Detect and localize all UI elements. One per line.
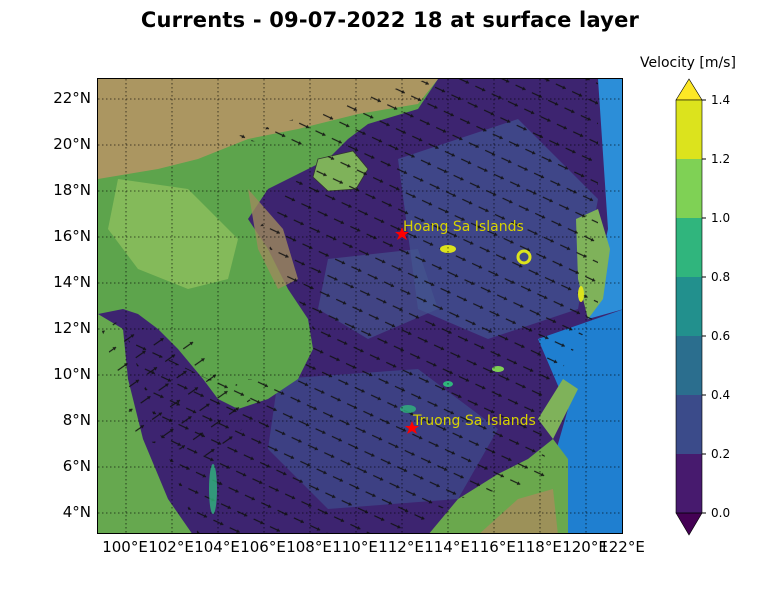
hoang-sa-label: Hoang Sa Islands [403, 219, 524, 235]
y-tick-label: 8°N [62, 411, 91, 429]
colorbar-title: Velocity [m/s] [640, 55, 736, 71]
colorbar-tick: 0.2 [711, 447, 731, 461]
truong-sa-marker[interactable] [405, 421, 419, 434]
borneo-highlands [480, 489, 558, 533]
x-tick-label: 114°E [424, 538, 470, 556]
colorbar-segment [676, 100, 702, 159]
x-tick-label: 122°E [599, 538, 645, 556]
colorbar-tick: 1.0 [711, 211, 731, 225]
colorbar-tick: 0.6 [711, 329, 731, 343]
map-panel[interactable]: Hoang Sa Islands Truong Sa Islands [97, 78, 623, 534]
eddy-high-velocity [440, 245, 456, 253]
coastal-jet [209, 464, 217, 514]
eddy-medium-velocity [400, 405, 416, 413]
deep-ocean [509, 309, 622, 533]
colorbar-max-extend [675, 78, 703, 101]
x-tick-label: 116°E [470, 538, 516, 556]
colorbar-segment [676, 395, 702, 454]
y-tick-label: 10°N [53, 365, 91, 383]
colorbar-tick: 1.4 [711, 93, 731, 107]
x-tick-label: 118°E [516, 538, 562, 556]
colorbar-segment [676, 277, 702, 336]
x-tick-label: 112°E [378, 538, 424, 556]
x-tick-label: 100°E [102, 538, 148, 556]
hoang-sa-marker[interactable] [395, 227, 409, 240]
y-tick-label: 14°N [53, 273, 91, 291]
colorbar-tick: 0.0 [711, 506, 731, 520]
x-tick-label: 104°E [194, 538, 240, 556]
truong-sa-label: Truong Sa Islands [412, 413, 536, 429]
graticule [98, 79, 622, 533]
y-tick-label: 4°N [62, 503, 91, 521]
x-tick-label: 108°E [286, 538, 332, 556]
eddy-high-velocity [516, 249, 532, 265]
colorbar-segment [676, 159, 702, 218]
colorbar [675, 78, 706, 536]
colorbar-tick: 1.2 [711, 152, 731, 166]
eddy-high-velocity [578, 286, 584, 302]
y-tick-label: 22°N [53, 89, 91, 107]
x-tick-label: 120°E [562, 538, 608, 556]
y-tick-label: 12°N [53, 319, 91, 337]
y-tick-label: 16°N [53, 227, 91, 245]
colorbar-segment [676, 218, 702, 277]
eddy-medium-velocity [492, 366, 504, 372]
x-tick-label: 102°E [148, 538, 194, 556]
chart-title: Currents - 09-07-2022 18 at surface laye… [140, 8, 640, 32]
map-canvas: Hoang Sa Islands Truong Sa Islands [98, 79, 622, 533]
plateau [108, 179, 238, 289]
palawan [538, 379, 578, 439]
colorbar-min-extend [675, 512, 703, 536]
y-tick-label: 18°N [53, 181, 91, 199]
colorbar-segment [676, 454, 702, 513]
y-tick-label: 6°N [62, 457, 91, 475]
x-tick-label: 110°E [332, 538, 378, 556]
deep-ocean [588, 79, 622, 319]
colorbar-tick: 0.8 [711, 270, 731, 284]
y-tick-label: 20°N [53, 135, 91, 153]
colorbar-tick: 0.4 [711, 388, 731, 402]
x-tick-label: 106°E [240, 538, 286, 556]
colorbar-segment [676, 336, 702, 395]
